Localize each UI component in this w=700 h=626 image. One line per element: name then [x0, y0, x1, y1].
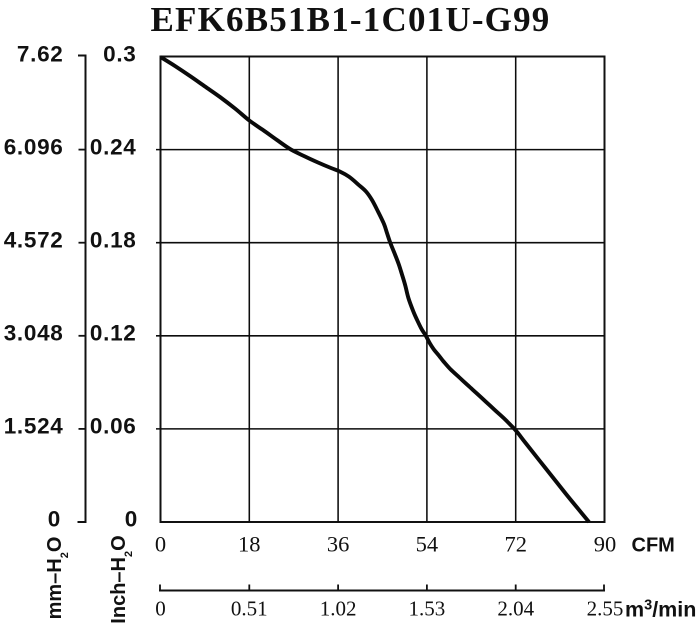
svg-text:0.51: 0.51	[231, 597, 268, 621]
svg-text:2.55: 2.55	[587, 597, 624, 621]
svg-text:1.02: 1.02	[320, 597, 357, 621]
svg-text:m3/min: m3/min	[625, 597, 696, 621]
svg-text:0: 0	[155, 532, 166, 557]
svg-text:0: 0	[125, 507, 138, 532]
svg-text:1.524: 1.524	[4, 414, 64, 439]
svg-text:EFK6B51B1-1C01U-G99: EFK6B51B1-1C01U-G99	[150, 0, 550, 39]
svg-text:0.06: 0.06	[90, 414, 137, 439]
svg-text:0: 0	[155, 597, 166, 621]
svg-text:CFM: CFM	[632, 535, 675, 557]
svg-text:mm–H2O: mm–H2O	[44, 537, 71, 620]
svg-text:3.048: 3.048	[4, 321, 64, 346]
svg-text:0.24: 0.24	[90, 135, 137, 160]
svg-text:2.04: 2.04	[497, 597, 534, 621]
svg-text:54: 54	[416, 532, 439, 557]
svg-text:36: 36	[327, 532, 350, 557]
svg-text:7.62: 7.62	[17, 42, 64, 67]
svg-text:4.572: 4.572	[4, 228, 64, 253]
svg-text:1.53: 1.53	[409, 597, 446, 621]
svg-text:90: 90	[594, 532, 617, 557]
svg-text:0.12: 0.12	[90, 321, 137, 346]
svg-text:6.096: 6.096	[4, 135, 64, 160]
svg-text:0.18: 0.18	[90, 228, 137, 253]
svg-text:Inch–H2O: Inch–H2O	[108, 535, 135, 623]
svg-text:72: 72	[504, 532, 527, 557]
svg-text:18: 18	[238, 532, 261, 557]
svg-text:0.3: 0.3	[103, 42, 136, 67]
svg-text:0: 0	[48, 507, 61, 532]
